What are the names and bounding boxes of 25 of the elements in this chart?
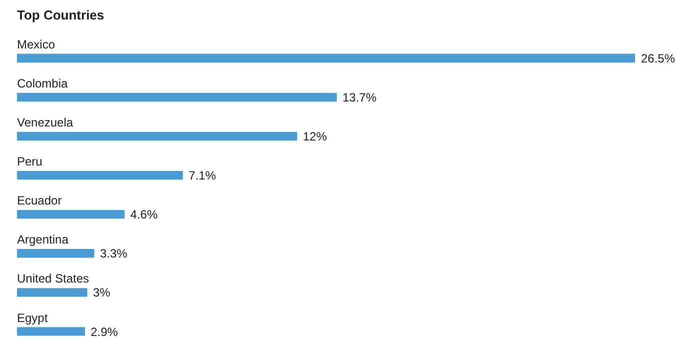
y-tick-label: Ecuador — [17, 194, 62, 208]
y-tick-label: Colombia — [17, 76, 68, 90]
bar — [17, 327, 85, 336]
bar — [17, 92, 337, 102]
bar — [17, 210, 125, 219]
bar — [17, 288, 88, 297]
bar — [17, 54, 635, 62]
data-label: 12% — [302, 130, 328, 144]
y-tick-label: Venezuela — [17, 116, 74, 130]
data-label: 4.6% — [130, 208, 158, 222]
data-label: 7.1% — [188, 168, 216, 183]
y-tick-label: United States — [17, 272, 90, 286]
bar — [17, 170, 183, 180]
chart-title: Top Countries — [17, 7, 104, 22]
y-tick-label: Peru — [17, 154, 42, 169]
data-label: 26.5% — [641, 51, 676, 66]
data-label: 3.3% — [100, 246, 128, 261]
data-label: 2.9% — [90, 324, 118, 339]
data-label: 13.7% — [342, 90, 377, 104]
y-tick-label: Egypt — [17, 310, 48, 325]
data-label: 3% — [92, 286, 111, 300]
y-tick-label: Argentina — [17, 232, 69, 247]
bar — [17, 132, 298, 141]
y-tick-label: Mexico — [17, 37, 56, 52]
bar — [17, 249, 94, 258]
